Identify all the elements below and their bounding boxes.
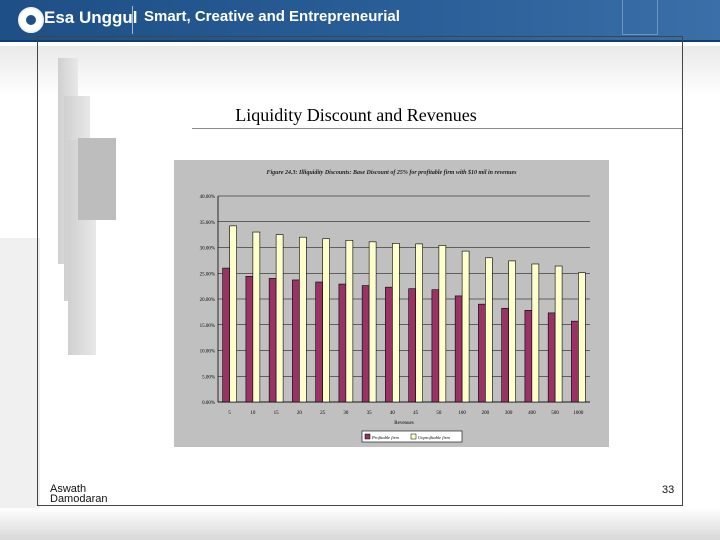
bar — [245, 276, 254, 403]
header-underline — [0, 40, 720, 42]
x-axis-title: Revenues — [394, 421, 413, 426]
footer-author-first: Aswath — [50, 483, 87, 495]
x-tick-label: 300 — [505, 411, 513, 416]
x-tick-label: 500 — [551, 411, 559, 416]
bar — [338, 283, 347, 403]
background-decoration — [78, 138, 116, 220]
bar — [554, 265, 563, 403]
x-tick-label: 35 — [367, 411, 373, 416]
background-band-bottom — [0, 508, 720, 540]
bar — [368, 241, 377, 403]
slide-frame — [37, 36, 683, 506]
legend-swatch — [364, 433, 371, 440]
y-tick-label: 5.00% — [202, 375, 215, 380]
bar — [508, 260, 516, 403]
x-tick-label: 100 — [458, 411, 466, 416]
background-band-top — [0, 46, 720, 96]
bar — [415, 243, 423, 403]
y-tick-label: 40.00% — [200, 195, 215, 200]
bar — [222, 267, 230, 403]
background-decoration — [0, 238, 40, 508]
x-tick-label: 45 — [413, 411, 419, 416]
x-tick-label: 25 — [320, 411, 326, 416]
bar — [299, 236, 307, 403]
x-tick-label: 30 — [343, 411, 349, 416]
y-tick-label: 25.00% — [200, 272, 215, 277]
bar-chart: 0.00% 5.00% 10.00% 15.00% 20.00% 25.00% 30.00%… — [200, 195, 590, 443]
bar — [292, 279, 300, 403]
university-logo-icon — [18, 7, 44, 33]
x-tick-label: 20 — [297, 411, 303, 416]
bar — [524, 310, 533, 403]
bar — [385, 286, 393, 403]
bar — [571, 320, 579, 403]
header-bar: Esa Unggul Smart, Creative and Entrepren… — [0, 0, 720, 40]
x-tick-label: 40 — [390, 411, 396, 416]
chart-panel: Figure 24.3: Illiquidity Discounts: Base… — [174, 160, 609, 447]
bar — [229, 225, 237, 403]
bar — [461, 250, 470, 403]
bar — [431, 289, 440, 403]
bar — [531, 263, 540, 403]
bar — [268, 278, 277, 403]
x-tick-label: 15 — [274, 411, 280, 416]
legend-swatch — [410, 433, 417, 440]
bar — [454, 295, 463, 403]
legend-label: Unprofitable firm — [418, 435, 450, 440]
bar — [478, 303, 486, 403]
header-tagline: Smart, Creative and Entrepreneurial — [144, 8, 400, 25]
bar — [501, 307, 509, 403]
y-tick-label: 20.00% — [200, 298, 215, 303]
bar — [392, 243, 400, 403]
bar — [408, 288, 416, 403]
x-tick-label: 5 — [228, 411, 231, 416]
bar — [252, 231, 261, 403]
bar — [438, 245, 447, 403]
bar — [547, 312, 556, 403]
legend-label: Profitable firm — [371, 435, 399, 440]
title-rule — [192, 128, 682, 129]
chart-title: Figure 24.3: Illiquidity Discounts: Base… — [266, 170, 517, 176]
slide-title: Liquidity Discount and Revenues — [235, 105, 477, 125]
y-tick-label: 10.00% — [200, 350, 215, 355]
x-tick-label: 10 — [250, 411, 256, 416]
y-tick-label: 15.00% — [200, 324, 215, 329]
x-tick-label: 200 — [482, 411, 490, 416]
footer-author-last: Damodaran — [50, 493, 108, 505]
university-name: Esa Unggul — [44, 8, 138, 27]
page-number: 33 — [662, 484, 675, 496]
y-tick-label: 0.00% — [202, 401, 215, 406]
header-divider — [132, 6, 133, 34]
bar — [485, 257, 493, 403]
x-tick-label: 400 — [528, 411, 536, 416]
bar — [322, 238, 330, 403]
bar — [315, 281, 323, 403]
x-tick-label: 1000 — [573, 411, 584, 416]
footer-author: Aswath Damodaran — [50, 483, 108, 505]
bar — [361, 285, 370, 403]
y-tick-label: 35.00% — [200, 221, 215, 226]
x-tick-label: 50 — [436, 411, 442, 416]
y-tick-label: 30.00% — [200, 247, 215, 252]
header-decoration — [622, 0, 658, 35]
bar — [345, 239, 354, 403]
bar — [275, 234, 284, 403]
bar — [578, 272, 586, 403]
